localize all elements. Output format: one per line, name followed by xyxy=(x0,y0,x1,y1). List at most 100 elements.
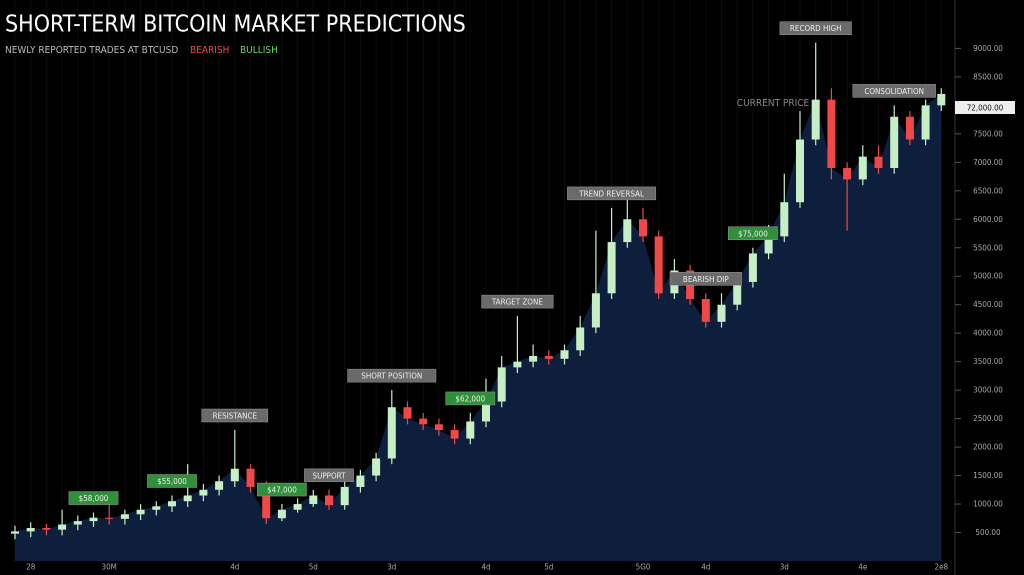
candle-body xyxy=(843,168,852,180)
candle-body xyxy=(591,293,600,328)
x-tick-label: 3d xyxy=(387,563,396,572)
candle-body xyxy=(58,524,67,530)
annotation: $47,000 xyxy=(267,486,297,495)
area xyxy=(15,93,942,562)
candle-body xyxy=(450,430,459,439)
annotation: RECORD HIGH xyxy=(790,24,842,33)
annotation: RESISTANCE xyxy=(213,412,258,421)
candle-body xyxy=(497,367,506,402)
candle-body xyxy=(560,350,569,359)
candle-body xyxy=(466,421,475,439)
candle-body xyxy=(89,517,98,522)
y-tick-label: 6500.00 xyxy=(973,186,1003,195)
annotation: $75,000 xyxy=(738,229,768,238)
candle-body xyxy=(277,509,286,519)
candle-body xyxy=(780,202,789,237)
legend-entry: BEARISH xyxy=(190,45,229,56)
candle-body xyxy=(340,486,349,506)
candle-body xyxy=(544,355,553,359)
x-tick-label: 5d xyxy=(309,563,318,572)
chart-title: SHORT-TERM BITCOIN MARKET PREDICTIONS xyxy=(5,12,466,38)
candle-body xyxy=(387,407,396,459)
candle-body xyxy=(42,527,51,530)
y-tick-label: 1000.00 xyxy=(973,500,1003,509)
candle-body xyxy=(513,361,522,368)
plot: $58,000 $55,000 RESISTANCE $47,000 SUPPORT SH… xyxy=(11,21,946,562)
annotation-box xyxy=(481,294,554,309)
candle-body xyxy=(717,304,726,322)
annotation-box xyxy=(257,482,307,497)
candle-body xyxy=(246,468,255,487)
candle-body xyxy=(293,504,302,510)
y-tick-label: 3000.00 xyxy=(973,386,1003,395)
y-tick-label: 5500.00 xyxy=(973,243,1003,252)
candle-body xyxy=(748,253,757,282)
price-tag-box xyxy=(955,101,1015,114)
candle-body xyxy=(230,468,239,482)
candle-body xyxy=(890,116,899,169)
annotation-box xyxy=(347,368,437,383)
y-tick-label: 1500.00 xyxy=(973,471,1003,480)
annotation-box xyxy=(779,21,852,35)
y-tick-label: 9000.00 xyxy=(973,44,1003,53)
price-tag: 72,000.00 xyxy=(967,104,1004,113)
y-tick-label: 2500.00 xyxy=(973,414,1003,423)
annotation: BEARISH DIP xyxy=(683,275,729,284)
candle-body xyxy=(529,355,538,362)
candle-body xyxy=(403,407,412,419)
candle-body xyxy=(215,481,224,490)
annotation-box xyxy=(445,391,496,406)
candle-body xyxy=(168,501,176,507)
x-tick-label: 3d xyxy=(780,563,789,572)
annotation: TARGET ZONE xyxy=(491,298,543,307)
candle-body xyxy=(796,139,804,203)
annotation-box xyxy=(669,272,742,286)
candle-body xyxy=(937,93,946,106)
annotation: CONSOLIDATION xyxy=(864,87,924,96)
x-tick-label: 4d xyxy=(701,563,710,572)
annotation-box xyxy=(852,84,936,98)
candle-body xyxy=(325,495,333,506)
x-tick-label: 2e8 xyxy=(935,563,949,572)
candle-body xyxy=(419,418,428,425)
candle-body xyxy=(623,219,632,243)
y-tick-label: 7000.00 xyxy=(973,158,1003,167)
x-tick-label: 30M xyxy=(102,563,117,572)
y-tick-label: 2000.00 xyxy=(973,443,1003,452)
candle-body xyxy=(827,99,836,169)
y-tick-label: 8500.00 xyxy=(973,72,1003,81)
candle-body xyxy=(639,219,647,237)
candle-body xyxy=(576,327,585,351)
candle-body xyxy=(73,521,82,525)
annotation-box xyxy=(567,186,657,201)
annotation-box xyxy=(728,226,778,241)
candle-body xyxy=(811,99,820,140)
annotation: $55,000 xyxy=(157,477,187,486)
y-tick-label: 4500.00 xyxy=(973,300,1003,309)
candle-body xyxy=(874,156,883,169)
candle-body xyxy=(309,495,318,505)
annotation-box xyxy=(201,408,269,423)
candle-body xyxy=(733,281,742,305)
candle-body xyxy=(11,531,19,534)
candle-body xyxy=(262,486,271,519)
candle-body xyxy=(372,458,381,476)
y-tick-label: 5000.00 xyxy=(973,272,1003,281)
candle-body xyxy=(152,506,161,510)
x-tick-label: 4d xyxy=(481,563,490,572)
candle-body xyxy=(607,242,616,294)
candle-body xyxy=(136,509,145,515)
annotation: TREND REVERSAL xyxy=(578,189,644,198)
candle-body xyxy=(356,475,365,487)
candle-body xyxy=(921,105,930,140)
candle-body xyxy=(654,236,663,294)
y-tick-label: 3500.00 xyxy=(973,357,1003,366)
price-tag-caption: CURRENT PRICE xyxy=(737,98,810,109)
candle-body xyxy=(183,495,192,502)
candle-body xyxy=(701,299,710,322)
candle-body xyxy=(434,424,443,431)
y-tick-label: 7500.00 xyxy=(973,129,1003,138)
annotation: $62,000 xyxy=(455,394,485,403)
annotation-box xyxy=(304,468,354,483)
